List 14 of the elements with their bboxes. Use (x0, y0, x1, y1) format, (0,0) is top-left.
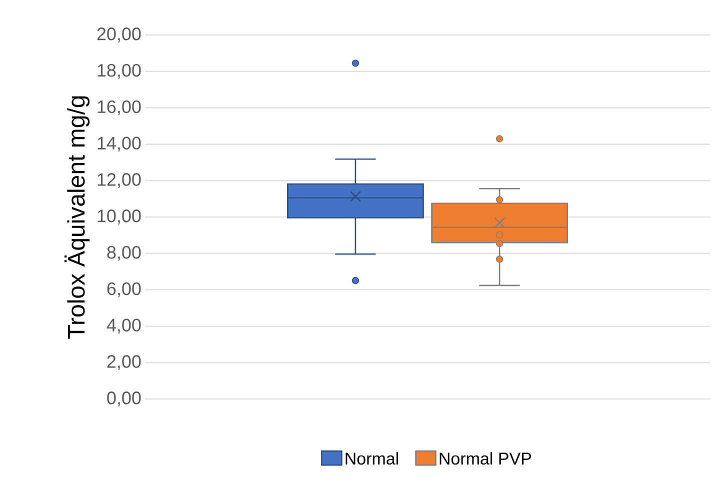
y-tick-label: 6,00 (107, 282, 141, 298)
y-axis-title: Trolox Äquivalent mg/g (64, 96, 90, 339)
legend-label: Normal PVP (440, 452, 532, 465)
y-tick-label: 4,00 (106, 318, 141, 334)
y-tick-label: 14,00 (98, 136, 141, 152)
y-tick-label: 10,00 (98, 210, 141, 224)
y-tick-label: 18,00 (98, 64, 141, 79)
y-tick-label: 16,00 (98, 100, 141, 116)
y-tick-label: 20,00 (97, 28, 141, 42)
y-tick-label: 8,00 (107, 246, 141, 261)
y-tick-label: 12,00 (98, 173, 141, 188)
legend-label: Normal (346, 452, 398, 465)
y-tick-label: 0,00 (107, 392, 141, 406)
y-tick-label: 2,00 (107, 355, 141, 370)
